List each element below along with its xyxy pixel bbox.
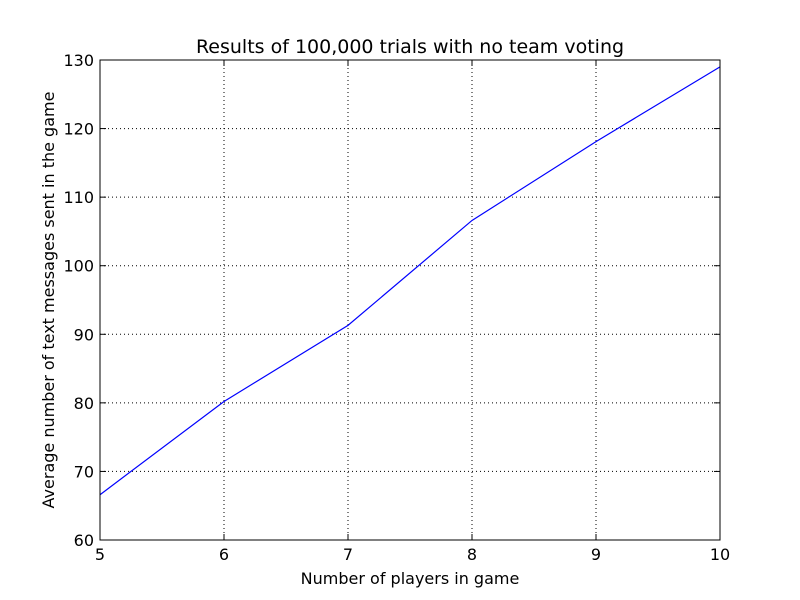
x-tick-label: 7 [343, 545, 353, 564]
y-tick-label: 70 [74, 462, 94, 481]
y-tick-label: 130 [63, 51, 94, 70]
plot-area-frame [99, 59, 721, 541]
x-tick-label: 9 [591, 545, 601, 564]
x-tick-label: 5 [95, 545, 105, 564]
x-tick-labels: 5 6 7 8 9 10 [95, 545, 730, 564]
y-tick-label: 80 [74, 394, 94, 413]
chart-title: Results of 100,000 trials with no team v… [196, 36, 624, 58]
x-tick-label: 6 [219, 545, 229, 564]
series-line [99, 66, 721, 496]
x-axis-label: Number of players in game [301, 569, 520, 588]
y-tick-label: 60 [74, 531, 94, 550]
y-tick-label: 100 [63, 257, 94, 276]
y-tick-label: 120 [63, 120, 94, 139]
y-tick-label: 110 [63, 188, 94, 207]
x-tick-label: 10 [710, 545, 730, 564]
y-tick-label: 90 [74, 325, 94, 344]
y-axis-label: Average number of text messages sent in … [39, 92, 58, 509]
y-tick-labels: 60 70 80 90 100 110 120 130 [63, 51, 94, 550]
x-tick-label: 8 [467, 545, 477, 564]
series-group [99, 66, 721, 496]
